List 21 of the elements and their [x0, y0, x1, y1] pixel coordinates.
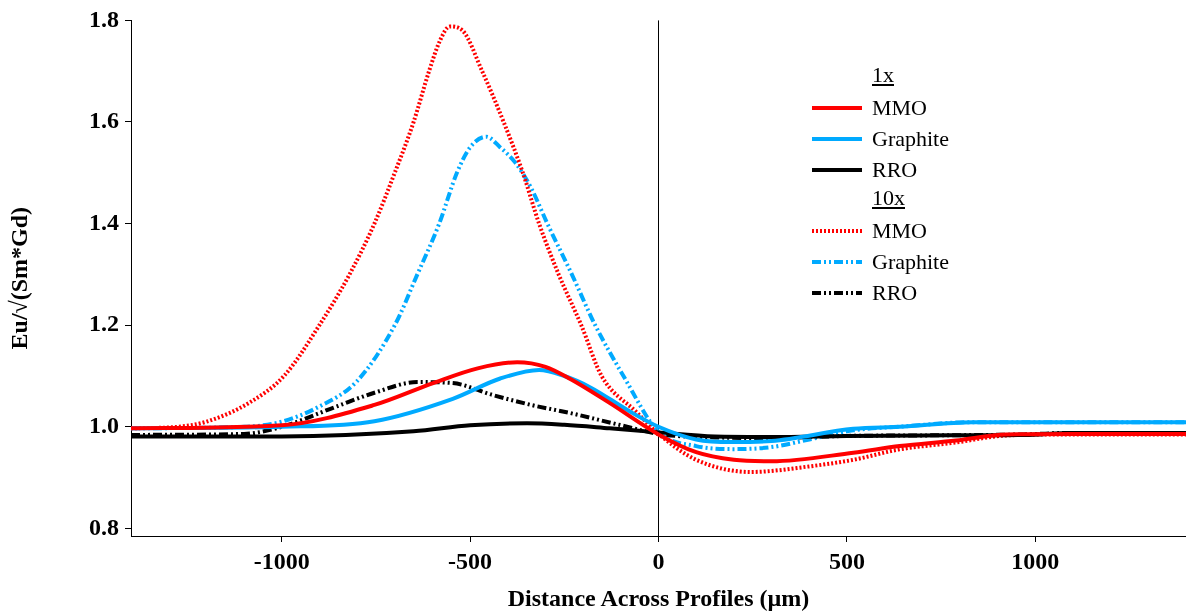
legend-label: RRO [872, 156, 918, 183]
legend-label: MMO [872, 217, 928, 244]
x-tick-label: 1000 [1011, 547, 1060, 574]
y-tick-label: 1.2 [89, 310, 119, 337]
x-tick-label: -1000 [253, 547, 310, 574]
annotation: 10x [871, 185, 906, 212]
y-tick-label: 1.6 [89, 107, 119, 134]
x-tick-label: -500 [448, 547, 493, 574]
legend-label: Graphite [872, 125, 949, 152]
x-tick-label: 500 [828, 547, 865, 574]
legend-label: RRO [872, 279, 918, 306]
annotation: 1x [871, 62, 895, 89]
y-axis-title: Eu/√(Sm*Gd) [5, 206, 32, 350]
legend-label: Graphite [872, 248, 949, 275]
x-tick-label: 0 [652, 547, 665, 574]
y-tick-label: 1.4 [89, 208, 119, 235]
y-tick-label: 1.0 [89, 411, 119, 438]
x-axis-title: Distance Across Profiles (µm) [507, 584, 810, 611]
legend-label: MMO [872, 94, 928, 121]
y-tick-label: 0.8 [89, 513, 119, 540]
y-tick-label: 1.8 [89, 5, 119, 32]
